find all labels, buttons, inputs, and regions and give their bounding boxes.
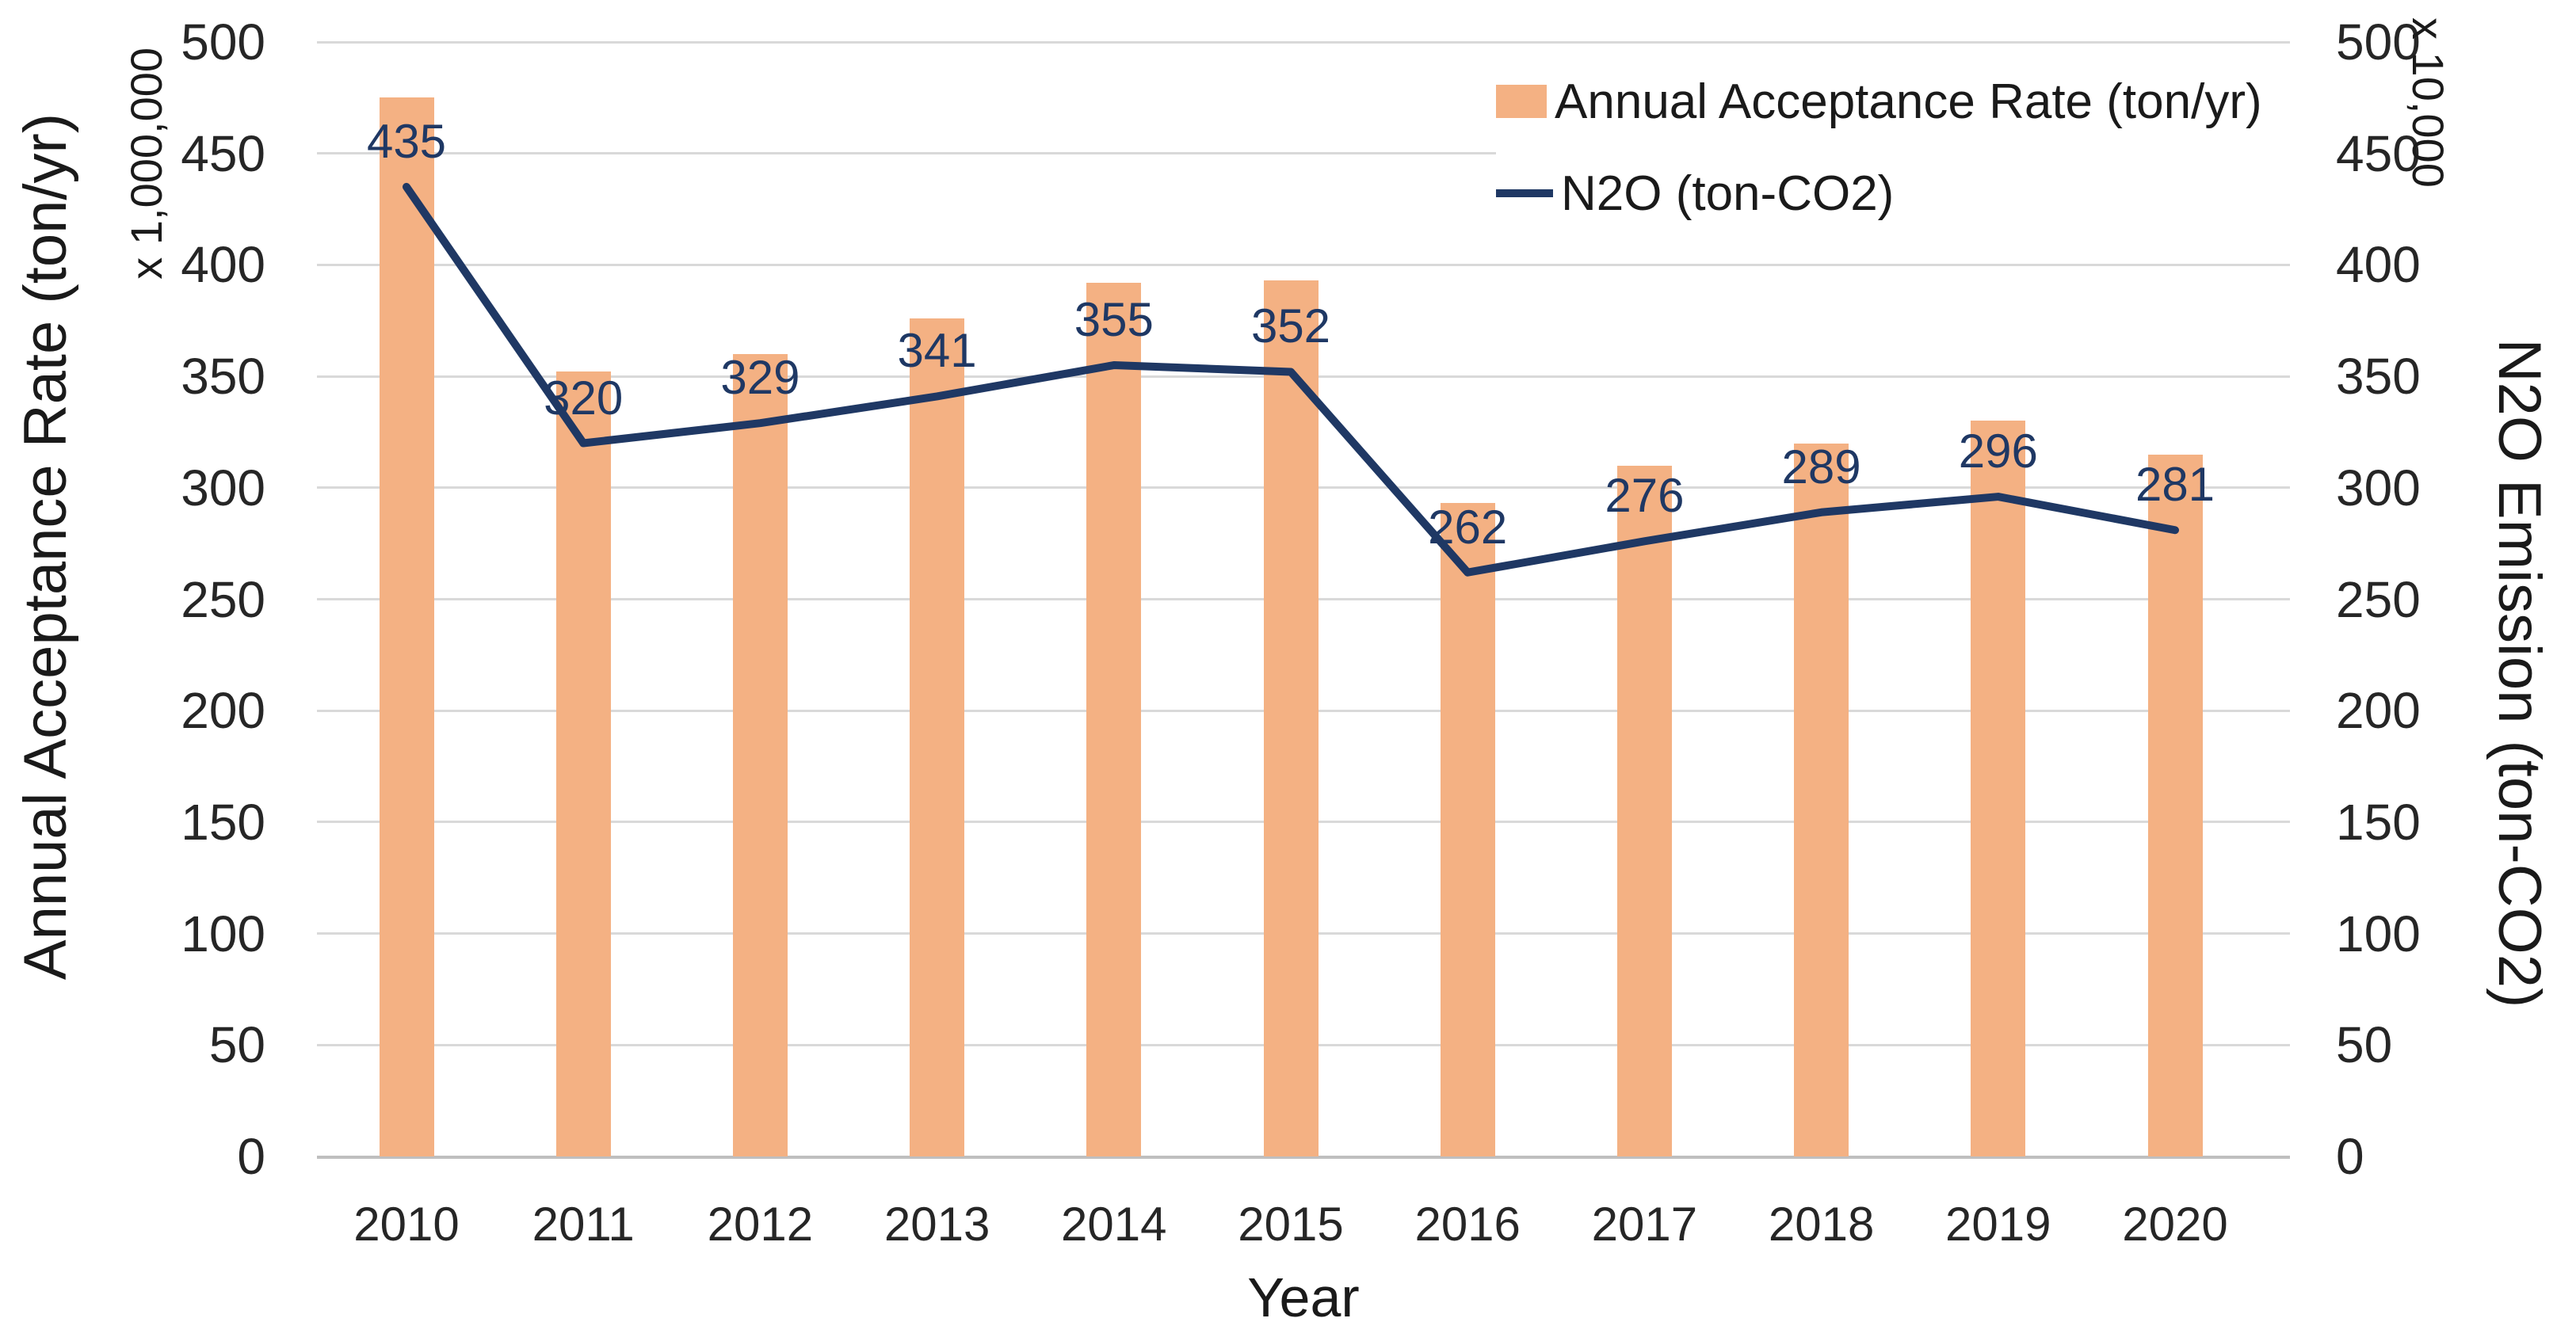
right-axis-multiplier: x 10,000 <box>2403 17 2453 188</box>
left-tick-350: 350 <box>181 348 265 406</box>
x-label-2011: 2011 <box>532 1198 635 1251</box>
x-label-2017: 2017 <box>1591 1198 1698 1251</box>
data-label-2011: 320 <box>544 371 624 425</box>
right-tick-100: 100 <box>2336 905 2421 962</box>
x-label-2020: 2020 <box>2122 1198 2228 1251</box>
bar-2012 <box>732 353 788 1156</box>
bar-2018 <box>1794 443 1849 1156</box>
x-label-2010: 2010 <box>353 1198 460 1251</box>
left-tick-250: 250 <box>181 570 265 628</box>
left-tick-200: 200 <box>181 682 265 740</box>
gridline-450 <box>317 152 2290 155</box>
bar-2010 <box>379 97 434 1156</box>
legend-line-swatch-icon <box>1496 189 1553 197</box>
x-label-2013: 2013 <box>883 1198 990 1251</box>
data-label-2019: 296 <box>1958 425 2038 478</box>
data-label-2010: 435 <box>366 114 447 168</box>
x-axis-line <box>317 1155 2290 1159</box>
right-tick-350: 350 <box>2336 348 2421 406</box>
bar-2017 <box>1616 465 1672 1156</box>
gridline-400 <box>317 263 2290 266</box>
legend-entry-line: N2O (ton-CO2) <box>1496 155 2300 231</box>
left-tick-300: 300 <box>181 459 265 516</box>
data-label-2020: 281 <box>2135 458 2215 512</box>
x-label-2014: 2014 <box>1061 1198 1167 1251</box>
bar-2011 <box>555 371 611 1156</box>
left-tick-50: 50 <box>208 1016 265 1074</box>
data-label-2015: 352 <box>1250 299 1331 353</box>
right-tick-400: 400 <box>2336 236 2421 294</box>
data-label-2016: 262 <box>1428 500 1508 554</box>
x-axis-title: Year <box>1247 1267 1360 1328</box>
right-tick-200: 200 <box>2336 682 2421 740</box>
right-tick-50: 50 <box>2336 1016 2393 1074</box>
left-tick-150: 150 <box>181 793 265 851</box>
left-tick-450: 450 <box>181 124 265 182</box>
data-label-2012: 329 <box>720 351 800 405</box>
x-label-2019: 2019 <box>1945 1198 2051 1251</box>
legend-bar-swatch-icon <box>1496 85 1547 118</box>
legend-bar-label: Annual Acceptance Rate (ton/yr) <box>1555 74 2262 129</box>
bar-2020 <box>2147 454 2203 1156</box>
legend-line-label: N2O (ton-CO2) <box>1561 166 1895 221</box>
left-tick-0: 0 <box>237 1128 265 1185</box>
x-label-2012: 2012 <box>707 1198 814 1251</box>
data-label-2014: 355 <box>1074 293 1154 347</box>
bar-2015 <box>1263 280 1319 1156</box>
right-tick-500: 500 <box>2336 13 2421 70</box>
bar-2013 <box>910 318 965 1156</box>
left-tick-100: 100 <box>181 905 265 962</box>
left-tick-500: 500 <box>181 13 265 70</box>
bar-2016 <box>1440 503 1495 1156</box>
data-label-2017: 276 <box>1605 469 1685 523</box>
x-label-2018: 2018 <box>1768 1198 1875 1251</box>
bar-2014 <box>1086 282 1142 1156</box>
right-tick-300: 300 <box>2336 459 2421 516</box>
right-tick-250: 250 <box>2336 570 2421 628</box>
right-tick-0: 0 <box>2336 1128 2364 1185</box>
data-label-2013: 341 <box>897 324 977 378</box>
gridline-500 <box>317 40 2290 44</box>
bar-2019 <box>1971 421 2026 1156</box>
data-label-2018: 289 <box>1781 440 1861 493</box>
right-tick-450: 450 <box>2336 124 2421 182</box>
x-label-2016: 2016 <box>1414 1198 1521 1251</box>
right-tick-150: 150 <box>2336 793 2421 851</box>
left-tick-400: 400 <box>181 236 265 294</box>
n2o-line <box>403 182 2179 577</box>
legend-entry-bars: Annual Acceptance Rate (ton/yr) <box>1496 63 2300 139</box>
x-label-2015: 2015 <box>1238 1198 1344 1251</box>
legend: Annual Acceptance Rate (ton/yr) N2O (ton… <box>1496 63 2300 231</box>
right-axis-title: N2O Emission (ton-CO2) <box>2486 338 2553 1008</box>
